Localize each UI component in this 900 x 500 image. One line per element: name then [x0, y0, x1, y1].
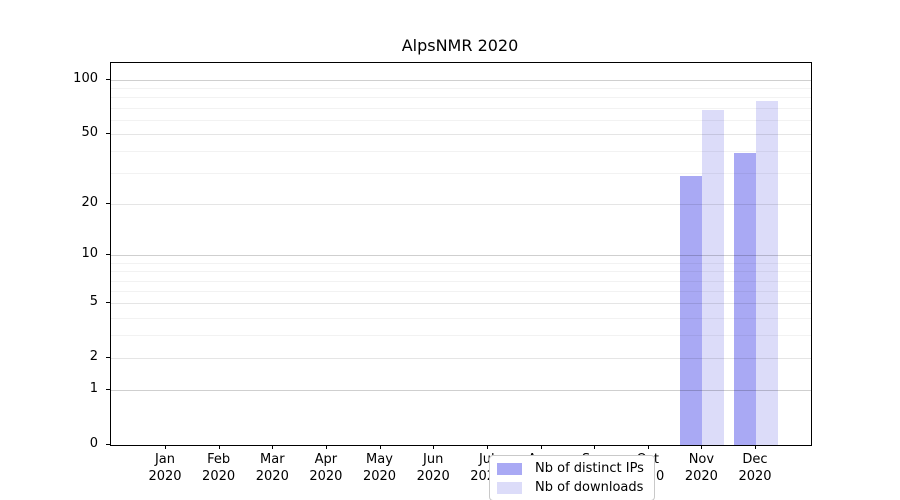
x-tick-label: Nov 2020 — [669, 451, 733, 485]
minor-gridline — [111, 119, 811, 121]
y-tick-label: 10 — [81, 246, 98, 262]
y-tick-mark — [106, 254, 110, 256]
x-tick-month: Jan — [154, 452, 176, 467]
y-tick-label: 0 — [89, 436, 98, 451]
x-tick-label: Feb 2020 — [187, 451, 251, 485]
legend-item-distinct-ips: Nb of distinct IPs — [497, 461, 654, 476]
bar-distinct-ips-dec — [734, 153, 756, 445]
x-tick-label: Jan 2020 — [133, 451, 197, 485]
y-tick-label: 2 — [89, 349, 98, 365]
x-tick-mark — [540, 445, 542, 449]
minor-gridline — [111, 262, 811, 264]
x-tick-mark — [433, 445, 435, 449]
x-tick-month: Feb — [207, 452, 231, 467]
x-tick-year: 2020 — [255, 469, 289, 484]
x-tick-mark — [218, 445, 220, 449]
x-tick-label: Apr 2020 — [294, 451, 358, 485]
minor-gridline — [111, 271, 811, 273]
x-tick-mark — [755, 445, 756, 449]
chart-title: AlpsNMR 2020 — [401, 36, 519, 55]
x-tick-year: 2020 — [738, 469, 772, 484]
x-tick-month: Mar — [260, 452, 285, 467]
x-tick-mark — [165, 445, 166, 449]
y-tick-label: 20 — [81, 195, 98, 211]
major-gridline — [111, 133, 811, 135]
legend-label-distinct-ips: Nb of distinct IPs — [535, 461, 644, 476]
y-tick-mark — [106, 357, 110, 359]
x-tick-mark — [594, 445, 596, 449]
x-tick-label: May 2020 — [348, 451, 412, 485]
x-tick-label: Jun 2020 — [401, 451, 465, 485]
y-tick-mark — [106, 203, 110, 205]
x-tick-month: Apr — [314, 452, 338, 467]
y-tick-label: 5 — [89, 294, 98, 310]
bar-downloads-dec — [756, 101, 778, 445]
minor-gridline — [111, 291, 811, 292]
x-tick-mark — [647, 445, 649, 449]
bar-downloads-nov — [702, 110, 725, 445]
x-tick-month: May — [366, 452, 393, 467]
x-tick-year: 2020 — [416, 469, 450, 484]
y-tick-label: 100 — [73, 70, 98, 86]
x-tick-mark — [701, 445, 703, 449]
x-tick-mark — [272, 445, 274, 449]
legend-item-downloads: Nb of downloads — [497, 480, 654, 495]
legend-swatch-downloads-icon — [497, 481, 522, 494]
y-tick-mark — [106, 302, 110, 304]
minor-gridline — [111, 317, 811, 319]
major-gridline — [111, 358, 811, 360]
x-tick-label: Dec 2020 — [723, 451, 787, 485]
y-tick-label: 1 — [89, 381, 98, 397]
x-tick-year: 2020 — [309, 469, 343, 484]
y-tick-label: 50 — [81, 124, 98, 140]
major-gridline — [111, 390, 811, 392]
legend-label-downloads: Nb of downloads — [535, 480, 644, 495]
x-tick-year: 2020 — [362, 469, 397, 484]
x-tick-month: Nov — [688, 452, 715, 467]
legend-swatch-distinct-ips-icon — [497, 462, 522, 475]
y-tick-mark — [106, 389, 110, 391]
major-gridline — [111, 79, 811, 81]
minor-gridline — [111, 151, 811, 153]
major-gridline — [111, 303, 811, 305]
minor-gridline — [111, 280, 811, 282]
major-gridline — [111, 255, 811, 257]
x-tick-year: 2020 — [684, 469, 718, 484]
x-tick-mark — [486, 445, 488, 449]
minor-gridline — [111, 107, 811, 109]
x-tick-mark — [325, 445, 327, 449]
legend: Nb of distinct IPs Nb of downloads — [489, 455, 655, 500]
y-tick-mark — [106, 78, 110, 80]
x-tick-month: Dec — [742, 452, 768, 467]
minor-gridline — [111, 97, 811, 99]
y-tick-mark — [106, 132, 110, 134]
x-tick-month: Jun — [423, 452, 444, 467]
y-tick-mark — [106, 444, 110, 445]
minor-gridline — [111, 173, 811, 175]
major-gridline — [111, 204, 811, 206]
minor-gridline — [111, 88, 811, 90]
x-tick-mark — [379, 445, 381, 449]
x-tick-year: 2020 — [202, 469, 236, 484]
x-tick-label: Mar 2020 — [240, 451, 304, 485]
minor-gridline — [111, 335, 811, 337]
bar-distinct-ips-nov — [680, 175, 703, 445]
x-tick-year: 2020 — [148, 469, 182, 484]
plot-area: Nb of distinct IPs Nb of downloads — [110, 62, 812, 500]
